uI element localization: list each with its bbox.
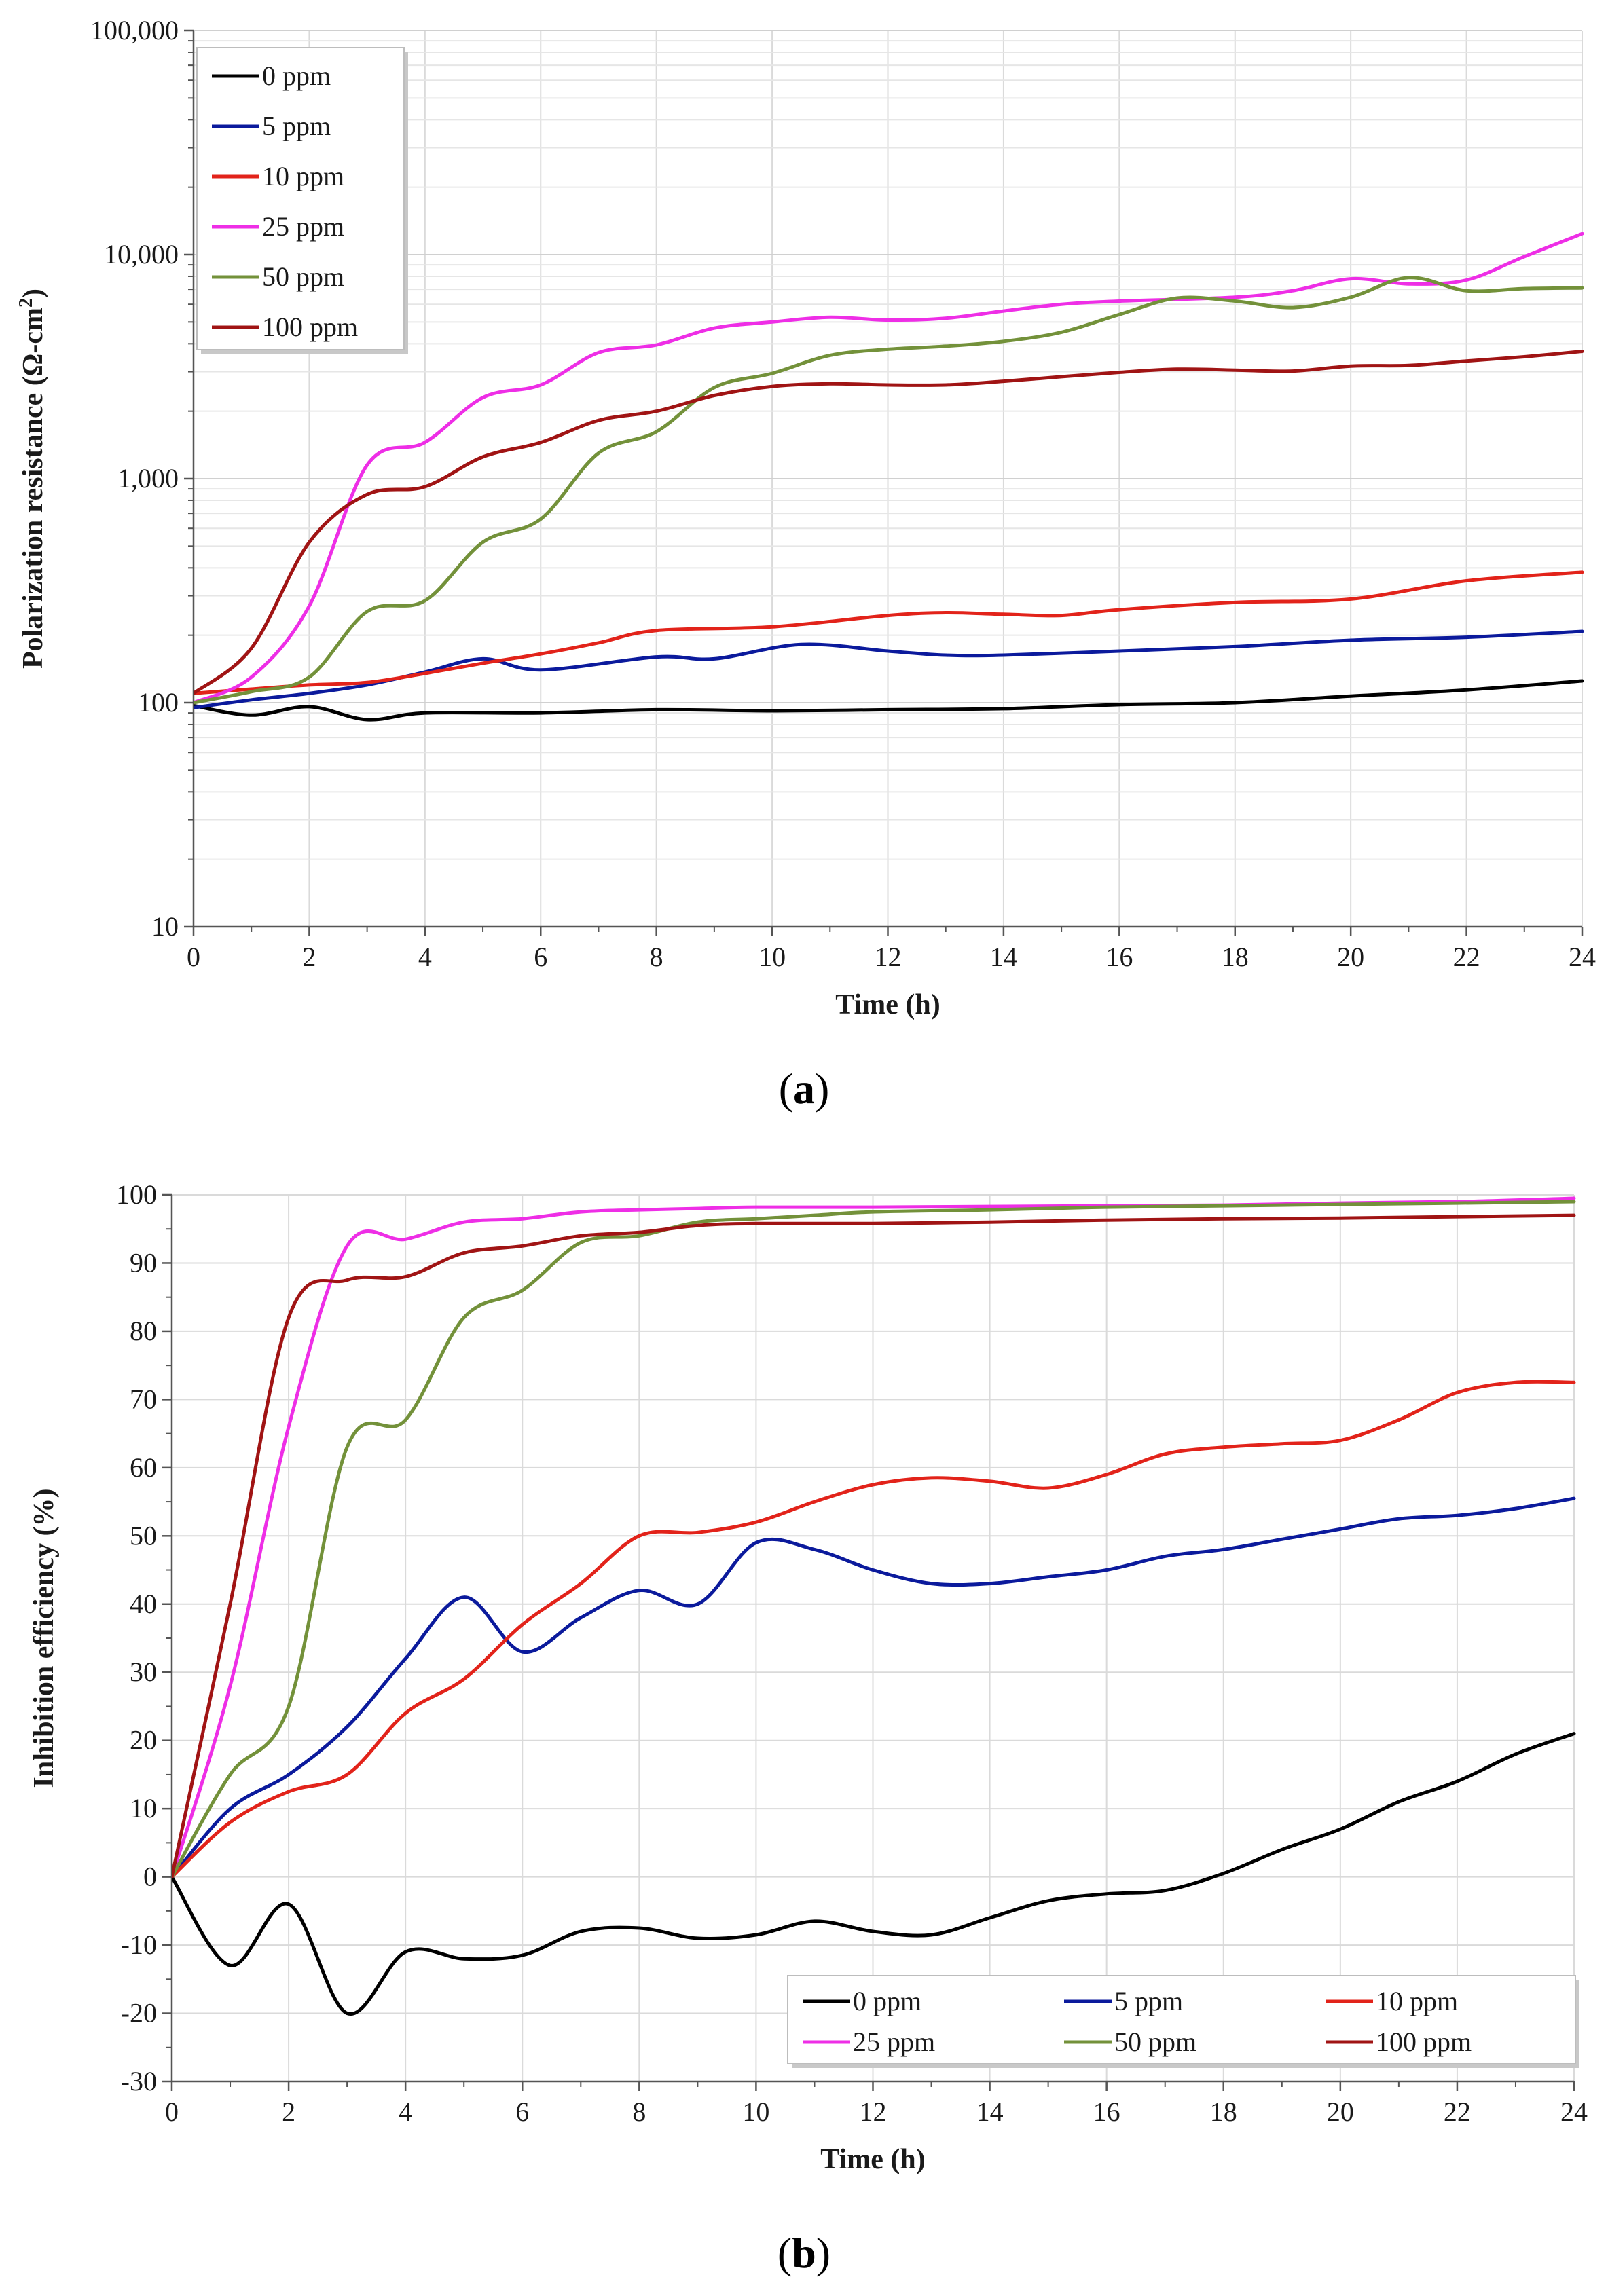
y-tick-label: -10 [121, 1929, 157, 1960]
x-tick-label: 14 [990, 942, 1017, 972]
caption-a: (a) [779, 1064, 830, 1113]
y-tick-label: 70 [130, 1384, 157, 1414]
y-tick-label: 60 [130, 1452, 157, 1483]
caption-b: (b) [778, 2229, 830, 2277]
legend-box [196, 47, 405, 350]
legend-label: 5 ppm [262, 111, 331, 141]
legend-label: 0 ppm [262, 60, 331, 91]
x-tick-label: 4 [418, 942, 432, 972]
y-tick-label: 90 [130, 1247, 157, 1278]
legend: 0 ppm 5 ppm 10 ppm 25 ppm 50 ppm 100 ppm [196, 47, 408, 354]
legend-label: 10 ppm [1376, 1986, 1458, 2016]
series-line-10-ppm [172, 1380, 1576, 1879]
series-line-0-ppm [194, 679, 1584, 722]
x-tick-label: 16 [1093, 2096, 1120, 2127]
x-tick-label: 0 [187, 942, 200, 972]
legend-item-0-ppm: 0 ppm [803, 1986, 921, 2016]
chart-b-inhibition-efficiency: 0 2 4 6 8 10 12 14 16 18 20 22 24-30-20-100102030405… [29, 1179, 1588, 2175]
y-tick-label: 50 [130, 1520, 157, 1551]
x-tick-label: 22 [1453, 942, 1480, 972]
y-tick-label: 100 [138, 687, 179, 718]
series-line-10-ppm [194, 570, 1584, 695]
x-tick-label: 22 [1444, 2096, 1471, 2127]
legend-item-100-ppm: 100 ppm [212, 312, 358, 342]
x-tick-label: 24 [1560, 2096, 1588, 2127]
x-tick-label: 10 [759, 942, 786, 972]
legend-item-100-ppm: 100 ppm [1326, 2026, 1472, 2057]
y-tick-label: -20 [121, 1998, 157, 2029]
y-axis-title: Inhibition efficiency (%) [29, 1489, 60, 1788]
series-line-100-ppm [172, 1213, 1576, 1879]
legend-item-10-ppm: 10 ppm [1326, 1986, 1458, 2016]
series-line-5-ppm [172, 1496, 1576, 1879]
series-line-25-ppm [194, 232, 1584, 705]
x-tick-label: 8 [632, 2096, 646, 2127]
legend-label: 0 ppm [853, 1986, 921, 2016]
legend-label: 100 ppm [1376, 2026, 1472, 2057]
series-line-50-ppm [194, 276, 1584, 705]
legend-box [787, 1975, 1576, 2064]
legend-label: 10 ppm [262, 161, 344, 191]
y-axis-title: Polarization resistance (Ω-cm2) [16, 289, 50, 669]
series-line-100-ppm [194, 350, 1584, 695]
x-tick-label: 6 [534, 942, 547, 972]
x-tick-label: 24 [1569, 942, 1596, 972]
series-line-0-ppm [172, 1732, 1576, 2016]
legend-item-50-ppm: 50 ppm [1064, 2026, 1196, 2057]
x-tick-label: 20 [1327, 2096, 1354, 2127]
x-axis-title: Time (h) [835, 989, 940, 1020]
y-tick-label: 20 [130, 1725, 157, 1756]
series-lines [194, 232, 1584, 722]
legend-label: 25 ppm [853, 2026, 935, 2057]
y-tick-label: 40 [130, 1589, 157, 1619]
x-tick-label: 20 [1337, 942, 1364, 972]
legend-item-25-ppm: 25 ppm [212, 211, 344, 242]
x-tick-label: 18 [1210, 2096, 1237, 2127]
legend-item-25-ppm: 25 ppm [803, 2026, 935, 2057]
y-tick-label: 10 [151, 911, 179, 942]
x-tick-label: 14 [976, 2096, 1004, 2127]
x-tick-label: 10 [742, 2096, 769, 2127]
x-tick-label: 16 [1106, 942, 1133, 972]
y-tick-label: 30 [130, 1656, 157, 1687]
x-tick-label: 18 [1222, 942, 1249, 972]
legend-item-5-ppm: 5 ppm [1064, 1986, 1183, 2016]
y-tick-label: 100 [116, 1179, 157, 1210]
x-tick-label: 4 [399, 2096, 412, 2127]
legend-item-10-ppm: 10 ppm [212, 161, 344, 191]
y-tick-label: 100,000 [90, 15, 179, 45]
gridlines [193, 30, 1583, 927]
legend-label: 5 ppm [1114, 1986, 1183, 2016]
series-line-50-ppm [172, 1200, 1576, 1879]
x-tick-label: 8 [650, 942, 663, 972]
legend-item-50-ppm: 50 ppm [212, 261, 344, 292]
x-tick-label: 12 [875, 942, 902, 972]
x-tick-label: 6 [515, 2096, 529, 2127]
legend-label: 50 ppm [1114, 2026, 1196, 2057]
x-axis-title: Time (h) [820, 2144, 925, 2175]
legend-item-0-ppm: 0 ppm [212, 60, 331, 91]
legend-item-5-ppm: 5 ppm [212, 111, 331, 141]
x-tick-label: 2 [302, 942, 316, 972]
chart-a-polarization-resistance: 0 2 4 6 8 10 12 14 16 18 20 22 24101001,00010,000100… [16, 15, 1596, 1020]
x-tick-label: 12 [860, 2096, 887, 2127]
legend: 0 ppm 5 ppm 10 ppm 25 ppm 50 ppm 100 ppm [787, 1975, 1579, 2068]
legend-label: 100 ppm [262, 312, 358, 342]
x-tick-label: 0 [165, 2096, 179, 2127]
y-tick-label: 10,000 [104, 239, 179, 270]
legend-label: 25 ppm [262, 211, 344, 242]
x-tick-label: 2 [282, 2096, 295, 2127]
y-tick-label: 10 [130, 1793, 157, 1823]
y-tick-label: 0 [143, 1862, 157, 1892]
legend-label: 50 ppm [262, 261, 344, 292]
y-tick-label: 1,000 [117, 463, 179, 494]
y-tick-label: 80 [130, 1316, 157, 1346]
series-lines [172, 1196, 1576, 2016]
y-tick-label: -30 [121, 2066, 157, 2096]
